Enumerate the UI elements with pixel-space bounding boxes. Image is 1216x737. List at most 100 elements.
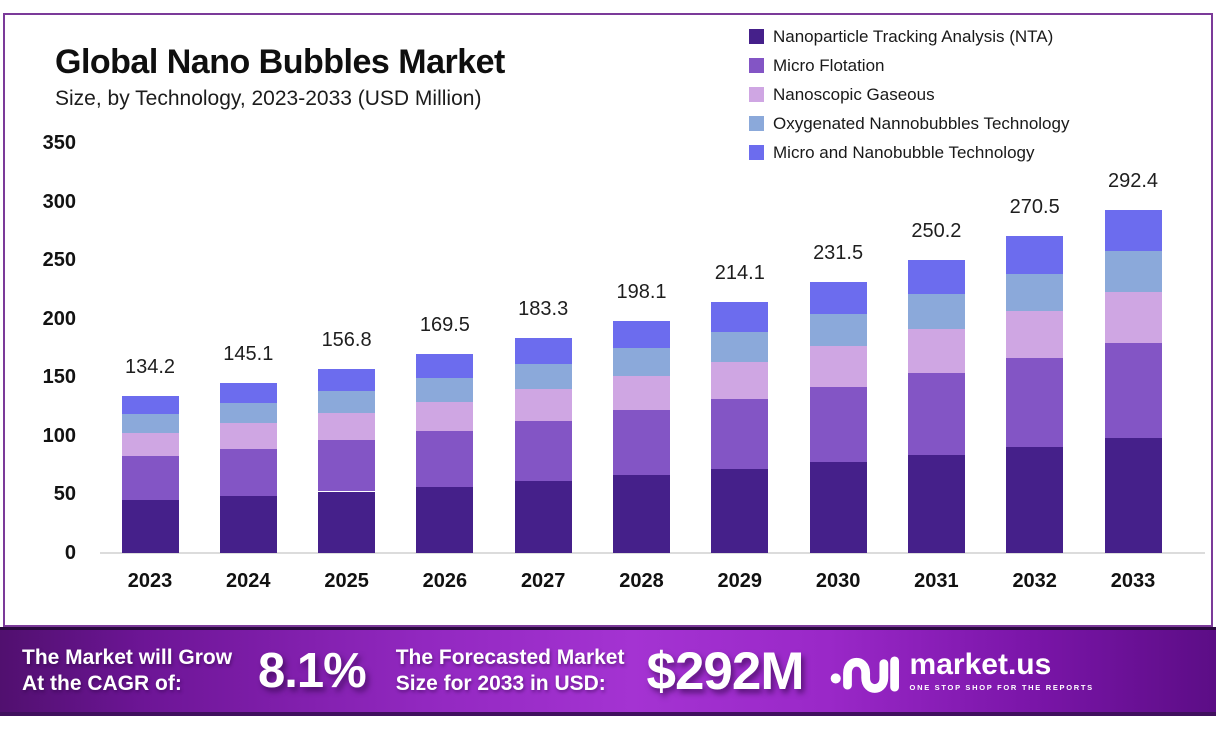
bar-total-label-2032: 270.5 <box>1009 196 1060 219</box>
forecast-label-line1: The Forecasted Market <box>395 645 625 669</box>
cagr-value: 8.1% <box>258 644 367 698</box>
bar-2026-segment-4 <box>416 354 474 378</box>
bar-2033-segment-3 <box>1104 251 1162 292</box>
bar-2027-segment-3 <box>514 363 572 390</box>
bar-2032-segment-1 <box>1006 358 1064 447</box>
bar-2028-segment-1 <box>613 410 670 476</box>
legend-item-4: Micro and Nanobubble Technology <box>749 138 1069 167</box>
marketus-logo-icon <box>830 656 899 693</box>
bar-2027-segment-1 <box>514 421 572 482</box>
y-axis-tick-350: 350 <box>42 132 76 154</box>
y-axis-tick-150: 150 <box>42 366 76 389</box>
bar-total-label-2030: 231.5 <box>813 241 864 264</box>
bar-2029-segment-2 <box>711 361 769 399</box>
legend-item-1: Micro Flotation <box>749 51 1069 80</box>
y-axis-tick-300: 300 <box>42 190 76 213</box>
bar-total-label-2027: 183.3 <box>518 298 569 321</box>
bar-2032-segment-4 <box>1006 236 1064 274</box>
bar-2030-segment-2 <box>809 346 867 387</box>
bar-2032-segment-3 <box>1006 273 1064 312</box>
bar-2025-segment-3 <box>318 390 376 413</box>
bar-2032-segment-2 <box>1006 311 1064 359</box>
y-axis-tick-100: 100 <box>42 424 76 447</box>
legend-swatch-icon <box>749 58 764 73</box>
marketus-logo-textcol: market.us ONE STOP SHOP FOR THE REPORTS <box>909 648 1094 693</box>
y-axis-tick-250: 250 <box>42 249 76 272</box>
bar-total-label-2031: 250.2 <box>911 219 962 242</box>
cagr-label-line2: At the CAGR of: <box>22 672 182 695</box>
bar-total-label-2033: 292.4 <box>1107 170 1159 193</box>
legend-label: Oxygenated Nannobubbles Technology <box>773 113 1070 133</box>
footer-banner: The Market will Grow At the CAGR of: 8.1… <box>0 627 1216 716</box>
x-axis-label-2028: 2028 <box>619 570 664 592</box>
x-axis-label-2025: 2025 <box>324 570 369 592</box>
bar-2030-segment-1 <box>809 386 867 463</box>
legend-label: Nanoscopic Gaseous <box>773 84 935 104</box>
cagr-label-line1: The Market will Grow <box>22 645 233 669</box>
legend-label: Micro Flotation <box>773 55 885 75</box>
bar-2033-segment-1 <box>1104 342 1162 439</box>
bar-2025-segment-4 <box>318 369 376 391</box>
page-title: Global Nano Bubbles Market <box>55 43 505 81</box>
forecast-label: The Forecasted Market Size for 2033 in U… <box>396 645 625 698</box>
x-axis-label-2024: 2024 <box>226 570 271 592</box>
forecast-value: $292M <box>646 641 804 701</box>
bar-2031-segment-0 <box>907 454 965 553</box>
bar-2032-segment-0 <box>1006 446 1064 553</box>
bar-2025-segment-1 <box>318 440 376 492</box>
bar-2029-segment-1 <box>711 398 769 470</box>
y-axis-tick-50: 50 <box>53 483 76 506</box>
bar-2028-segment-2 <box>613 375 670 411</box>
bar-2023-segment-2 <box>121 432 179 457</box>
bar-2028-segment-4 <box>613 320 670 349</box>
legend-label: Micro and Nanobubble Technology <box>773 142 1035 162</box>
x-axis-label-2027: 2027 <box>520 570 566 592</box>
chart-legend: Nanoparticle Tracking Analysis (NTA) Micr… <box>749 22 1069 167</box>
bar-2023-segment-0 <box>121 500 179 553</box>
legend-swatch-icon <box>749 29 764 44</box>
bar-total-label-2025: 156.8 <box>321 329 372 352</box>
x-axis-label-2023: 2023 <box>127 570 173 592</box>
legend-swatch-icon <box>749 116 764 131</box>
bar-2026-segment-1 <box>416 431 474 487</box>
bar-2026-segment-3 <box>416 377 474 402</box>
bar-2023-segment-1 <box>121 456 179 501</box>
bar-2029-segment-4 <box>711 302 769 332</box>
bar-total-label-2028: 198.1 <box>616 280 667 303</box>
bar-2030-segment-4 <box>809 281 867 314</box>
bar-2023-segment-3 <box>121 414 179 433</box>
bar-total-label-2029: 214.1 <box>714 262 765 285</box>
x-axis-label-2031: 2031 <box>914 570 959 592</box>
bar-2029-segment-3 <box>711 331 769 362</box>
bar-2027-segment-4 <box>514 338 572 364</box>
x-axis-label-2032: 2032 <box>1012 570 1057 592</box>
bar-total-label-2024: 145.1 <box>223 343 274 366</box>
bar-2030-segment-0 <box>809 462 867 553</box>
bar-2033-segment-2 <box>1104 291 1162 343</box>
bar-2027-segment-0 <box>514 481 572 553</box>
bar-total-label-2023: 134.2 <box>124 355 176 378</box>
y-axis-tick-0: 0 <box>64 542 76 564</box>
bar-total-label-2026: 169.5 <box>419 314 470 337</box>
bar-2026-segment-2 <box>416 401 474 432</box>
marketus-logo-text: market.us <box>909 648 1052 681</box>
x-axis-label-2029: 2029 <box>717 570 763 592</box>
bar-2031-segment-3 <box>907 294 965 330</box>
bar-2023-segment-4 <box>121 395 179 415</box>
bar-2033-segment-4 <box>1104 210 1162 251</box>
forecast-label-line2: Size for 2033 in USD: <box>395 672 606 695</box>
x-axis-label-2030: 2030 <box>815 570 861 592</box>
marketus-logo-tagline: ONE STOP SHOP FOR THE REPORTS <box>909 683 1094 692</box>
x-axis-line <box>100 552 1205 554</box>
legend-item-3: Oxygenated Nannobubbles Technology <box>749 109 1069 138</box>
bar-2031-segment-4 <box>907 259 965 295</box>
bar-2031-segment-2 <box>907 329 965 373</box>
bar-2029-segment-0 <box>711 469 769 553</box>
bar-2024-segment-1 <box>219 448 277 497</box>
bar-2030-segment-3 <box>809 313 867 347</box>
legend-swatch-icon <box>749 145 764 160</box>
legend-item-2: Nanoscopic Gaseous <box>749 80 1069 109</box>
x-axis-label-2033: 2033 <box>1110 570 1156 592</box>
bar-2026-segment-0 <box>416 486 474 553</box>
